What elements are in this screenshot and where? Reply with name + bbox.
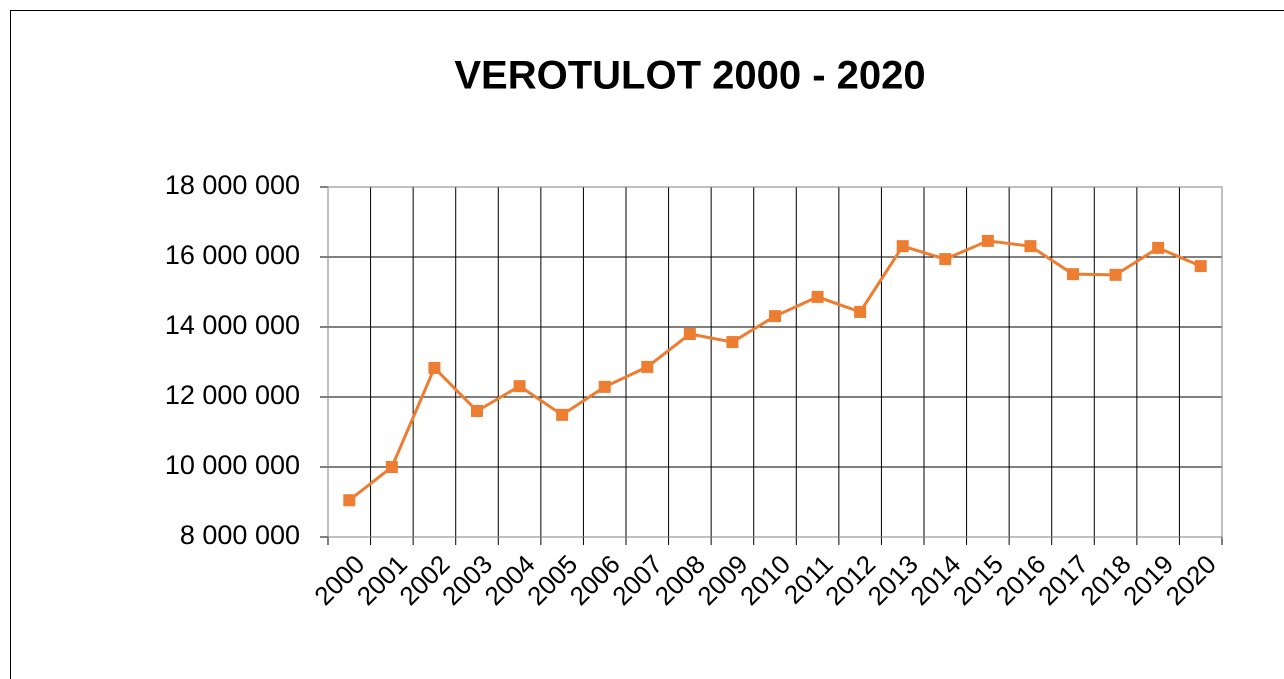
marker <box>385 461 398 473</box>
marker <box>598 380 611 393</box>
marker <box>1024 240 1037 253</box>
marker <box>683 328 696 340</box>
marker <box>513 380 526 393</box>
marker <box>428 361 441 374</box>
y-tick-label: 10 000 000 <box>165 450 300 480</box>
y-tick-label: 14 000 000 <box>165 310 300 340</box>
marker <box>811 290 824 303</box>
marker <box>854 305 867 318</box>
marker <box>343 494 356 507</box>
marker <box>1152 241 1165 254</box>
marker <box>939 253 952 266</box>
marker <box>641 360 654 373</box>
y-tick-label: 12 000 000 <box>165 380 300 410</box>
marker <box>769 310 781 323</box>
y-tick-label: 8 000 000 <box>180 520 300 550</box>
y-tick-label: 18 000 000 <box>165 170 300 200</box>
marker <box>471 405 483 417</box>
y-tick-label: 16 000 000 <box>165 240 300 270</box>
x-tick-label: 2020 <box>1160 549 1222 611</box>
marker <box>896 240 909 253</box>
marker <box>726 336 739 349</box>
marker <box>556 408 569 421</box>
marker <box>1109 268 1122 281</box>
marker <box>981 234 994 247</box>
marker <box>1067 268 1079 281</box>
marker <box>1194 260 1207 273</box>
chart-border <box>10 10 1284 679</box>
chart-title: VEROTULOT 2000 - 2020 <box>454 54 925 98</box>
plot-border <box>327 186 1223 538</box>
